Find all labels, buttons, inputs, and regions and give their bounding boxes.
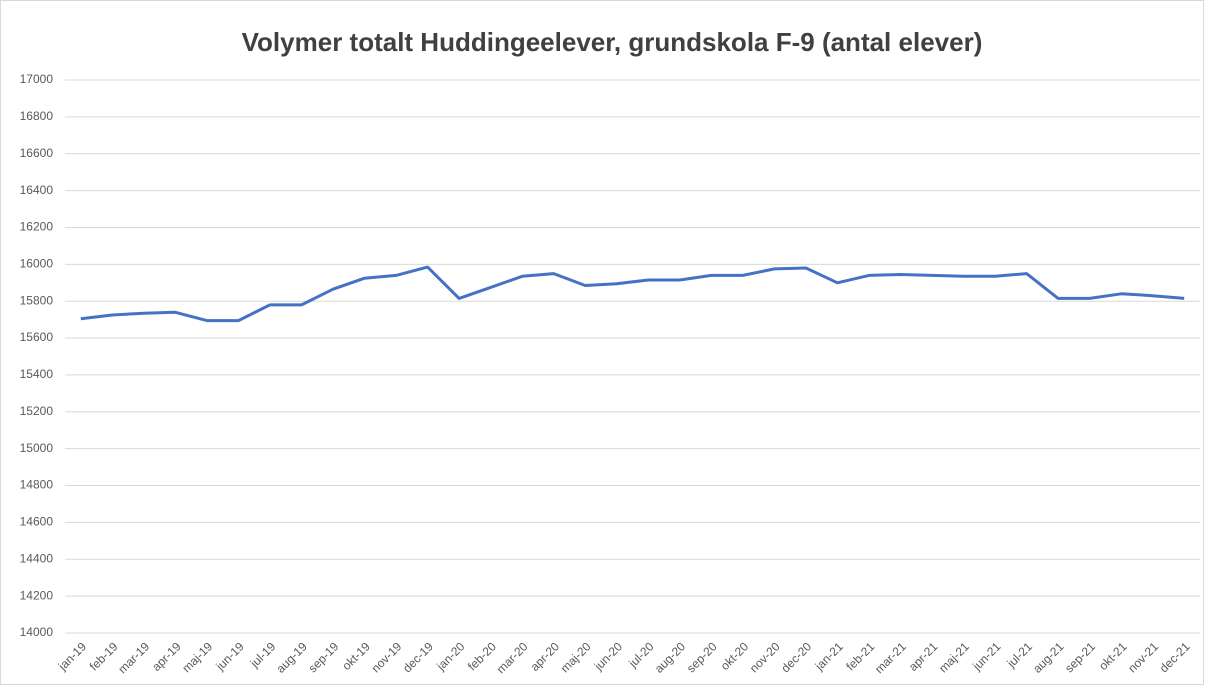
y-tick-label: 15400 — [20, 367, 54, 381]
y-tick-label: 16000 — [20, 257, 54, 271]
y-tick-label: 15200 — [20, 404, 54, 418]
y-tick-label: 16400 — [20, 183, 54, 197]
y-tick-label: 14000 — [20, 625, 54, 639]
y-tick-label: 14600 — [20, 515, 54, 529]
y-tick-label: 17000 — [20, 72, 54, 86]
y-tick-label: 14200 — [20, 588, 54, 602]
y-tick-label: 16200 — [20, 220, 54, 234]
chart-title: Volymer totalt Huddingeelever, grundskol… — [242, 27, 983, 57]
y-tick-label: 15600 — [20, 330, 54, 344]
y-tick-label: 14400 — [20, 551, 54, 565]
y-tick-label: 16800 — [20, 109, 54, 123]
y-tick-label: 14800 — [20, 478, 54, 492]
y-tick-label: 16600 — [20, 146, 54, 160]
y-tick-label: 15800 — [20, 293, 54, 307]
y-tick-label: 15000 — [20, 441, 54, 455]
data-line — [80, 265, 1185, 323]
